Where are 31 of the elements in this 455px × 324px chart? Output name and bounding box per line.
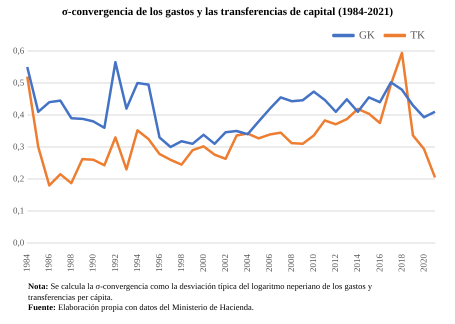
x-tick-label: 2014: [352, 254, 362, 272]
x-tick-label: 2010: [308, 254, 318, 272]
x-tick-label: 2006: [264, 254, 274, 272]
chart-title: σ-convergencia de los gastos y las transferencias de capital (1984-2021): [60, 6, 394, 20]
x-tick-label: 2018: [396, 254, 406, 272]
x-tick-label: 1990: [88, 254, 98, 272]
x-tick-label: 1992: [110, 254, 120, 272]
x-tick-label: 2016: [374, 254, 384, 272]
x-tick-label: 1994: [132, 254, 142, 272]
y-tick-label: 0,2: [13, 173, 24, 184]
x-tick-label: 2002: [220, 254, 230, 272]
x-tick-label: 2000: [198, 254, 208, 272]
y-tick-label: 0,6: [13, 45, 25, 56]
y-tick-label: 0,4: [13, 109, 25, 120]
y-tick-label: 0,5: [13, 77, 25, 88]
y-tick-label: 0,1: [13, 205, 24, 216]
legend-label: GK: [358, 29, 375, 42]
x-tick-label: 2020: [418, 254, 428, 272]
y-tick-label: 0,0: [13, 237, 25, 248]
x-tick-label: 1996: [154, 254, 164, 272]
text: Nota: Se calcula la σ-convergencia como la desviación típica del logaritmo neperiano de los gastos y transferencias per cápita.: [28, 281, 374, 302]
x-tick-label: 2008: [286, 254, 296, 272]
legend-label: TK: [410, 29, 426, 42]
source-note: Fuente: Elaboración propia con datos del Ministerio de Hacienda.: [28, 302, 255, 313]
x-tick-label: 2012: [330, 254, 340, 272]
x-tick-label: 1988: [66, 254, 76, 272]
x-tick-label: 1998: [176, 254, 186, 272]
x-tick-label: 2004: [242, 254, 252, 272]
y-tick-label: 0,3: [13, 141, 25, 152]
x-tick-label: 1986: [44, 254, 54, 272]
x-tick-label: 1984: [22, 254, 32, 272]
